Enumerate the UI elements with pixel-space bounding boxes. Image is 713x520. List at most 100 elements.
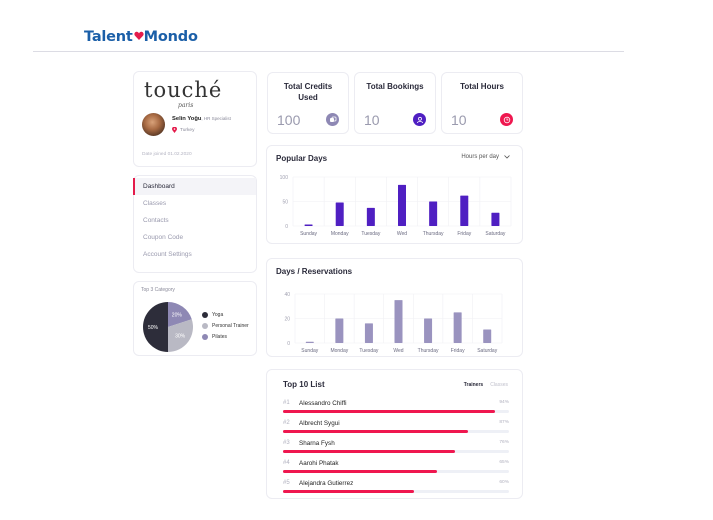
- bar-friday[interactable]: [453, 312, 462, 343]
- top-10-card: Top 10 List Trainers Classes #1 Alessandr…: [266, 369, 523, 499]
- progress-fill: [283, 430, 469, 433]
- row-rank: #1: [283, 400, 290, 406]
- row-rank: #4: [283, 460, 290, 466]
- x-tick-label: Thursday: [423, 231, 444, 237]
- top-10-title: Top 10 List: [283, 380, 325, 389]
- x-tick-label: Saturday: [485, 231, 506, 237]
- user-icon: [413, 113, 426, 126]
- row-rank: #2: [283, 420, 290, 426]
- sidebar-item-coupon-code[interactable]: Coupon Code: [143, 234, 184, 241]
- popular-days-bar-chart: 0 50 100 Sunday Monday Tuesday Wed Thursday Frid…: [280, 175, 512, 237]
- profile-name: Selin Yoğu, HR Specialist: [172, 116, 231, 122]
- table-row[interactable]: #4 Aarohi Phatak 65%: [283, 460, 509, 480]
- sidebar-item-contacts[interactable]: Contacts: [143, 217, 169, 224]
- progress-fill: [283, 470, 437, 473]
- table-row[interactable]: #5 Alejandra Gutierrez 60%: [283, 480, 509, 500]
- legend-label: Personal Trainer: [212, 322, 249, 329]
- y-tick-label: 100: [280, 175, 289, 181]
- stat-card-bookings: Total Bookings 10: [354, 72, 436, 134]
- tab-classes[interactable]: Classes: [490, 382, 508, 388]
- progress-fill: [283, 450, 455, 453]
- legend-swatch: [202, 311, 208, 318]
- bar-monday[interactable]: [335, 202, 344, 226]
- row-name: Albrecht Sygui: [299, 420, 340, 427]
- avatar[interactable]: [142, 113, 165, 136]
- legend-item-pilates: Pilates: [202, 331, 249, 342]
- popular-days-card: Popular Days Hours per day 0 50 100 Sunday M…: [266, 145, 523, 244]
- dropdown-label: Hours per day: [461, 154, 499, 160]
- logo-text-b: Mondo: [143, 29, 198, 45]
- sidebar-nav: Dashboard Classes Contacts Coupon Code A…: [133, 175, 257, 273]
- bar-thursday[interactable]: [424, 318, 433, 344]
- stat-card-credits: Total Credits Used 100: [267, 72, 349, 134]
- x-tick-label: Thursday: [418, 348, 439, 354]
- row-name: Alessandro Chiffi: [299, 400, 347, 407]
- credits-icon: [326, 113, 339, 126]
- y-tick-label: 50: [282, 199, 288, 205]
- talentmondo-logo[interactable]: Talent Mondo: [84, 29, 198, 45]
- location-pin-icon: [172, 127, 177, 133]
- pie-slice-personal-trainer[interactable]: [168, 319, 193, 352]
- stat-value: 10: [364, 112, 380, 128]
- pie-slice-yoga[interactable]: [143, 302, 168, 352]
- x-tick-label: Monday: [330, 348, 348, 354]
- y-tick-label: 40: [284, 292, 290, 298]
- row-percent: 87%: [499, 420, 509, 425]
- x-tick-label: Saturday: [477, 348, 498, 354]
- row-percent: 76%: [499, 440, 509, 445]
- clock-icon: [500, 113, 513, 126]
- heart-icon: [134, 31, 144, 40]
- top-category-title: Top 3 Category: [141, 287, 175, 293]
- bar-wed[interactable]: [394, 300, 403, 343]
- bar-sunday[interactable]: [304, 224, 313, 226]
- legend-item-personal-trainer: Personal Trainer: [202, 320, 249, 331]
- bar-tuesday[interactable]: [364, 323, 373, 343]
- pie-slice-pilates[interactable]: [168, 302, 192, 327]
- row-name: Alejandra Gutierrez: [299, 480, 354, 487]
- bar-wed[interactable]: [398, 184, 406, 226]
- x-tick-label: Sunday: [300, 231, 317, 237]
- profile-location-text: Turkey: [180, 127, 195, 133]
- legend-swatch: [202, 322, 208, 329]
- date-joined: Date joined 01.02.2020: [142, 152, 192, 157]
- bar-sunday[interactable]: [305, 341, 314, 343]
- y-tick-label: 20: [284, 316, 290, 322]
- reservations-bar-chart: 0 20 40 Sunday Monday Tuesday Wed Thursday Frida…: [284, 292, 503, 354]
- hours-per-day-dropdown[interactable]: Hours per day: [461, 154, 510, 160]
- company-brand: touché: [144, 78, 223, 102]
- progress-fill: [283, 410, 496, 413]
- table-row[interactable]: #1 Alessandro Chiffi 94%: [283, 400, 509, 420]
- legend-label: Pilates: [212, 333, 228, 340]
- profile-location: Turkey: [172, 127, 194, 133]
- bar-tuesday[interactable]: [366, 207, 375, 226]
- table-row[interactable]: #3 Sharna Fysh 76%: [283, 440, 509, 460]
- stat-title: Total Bookings: [366, 82, 424, 91]
- company-brand-sub: paris: [178, 102, 194, 109]
- y-tick-label: 0: [287, 341, 290, 347]
- logo-text-a: Talent: [84, 29, 133, 45]
- sidebar-item-classes[interactable]: Classes: [143, 200, 167, 207]
- bar-saturday[interactable]: [491, 212, 500, 226]
- row-rank: #5: [283, 480, 290, 486]
- bar-friday[interactable]: [460, 195, 469, 226]
- tab-trainers[interactable]: Trainers: [463, 382, 484, 388]
- x-tick-label: Sunday: [301, 348, 318, 354]
- y-tick-label: 0: [285, 224, 288, 230]
- x-tick-label: Wed: [397, 231, 407, 237]
- row-percent: 65%: [499, 460, 509, 465]
- table-row[interactable]: #2 Albrecht Sygui 87%: [283, 420, 509, 440]
- sidebar-item-dashboard[interactable]: Dashboard: [133, 178, 256, 195]
- profile-card: touché paris Selin Yoğu, HR Specialist T…: [133, 71, 257, 167]
- pie-slice-label: 50%: [148, 325, 159, 331]
- stat-title: Total Hours: [460, 82, 504, 91]
- bar-monday[interactable]: [335, 318, 344, 344]
- x-tick-label: Friday: [457, 231, 471, 237]
- category-legend: Yoga Personal Trainer Pilates: [202, 309, 249, 342]
- legend-swatch: [202, 333, 208, 340]
- profile-role: , HR Specialist: [201, 116, 231, 121]
- bar-thursday[interactable]: [429, 201, 438, 227]
- bar-saturday[interactable]: [483, 329, 492, 343]
- pie-slice-label: 20%: [172, 313, 183, 319]
- sidebar-item-account-settings[interactable]: Account Settings: [143, 251, 192, 258]
- profile-name-text: Selin Yoğu: [172, 116, 202, 122]
